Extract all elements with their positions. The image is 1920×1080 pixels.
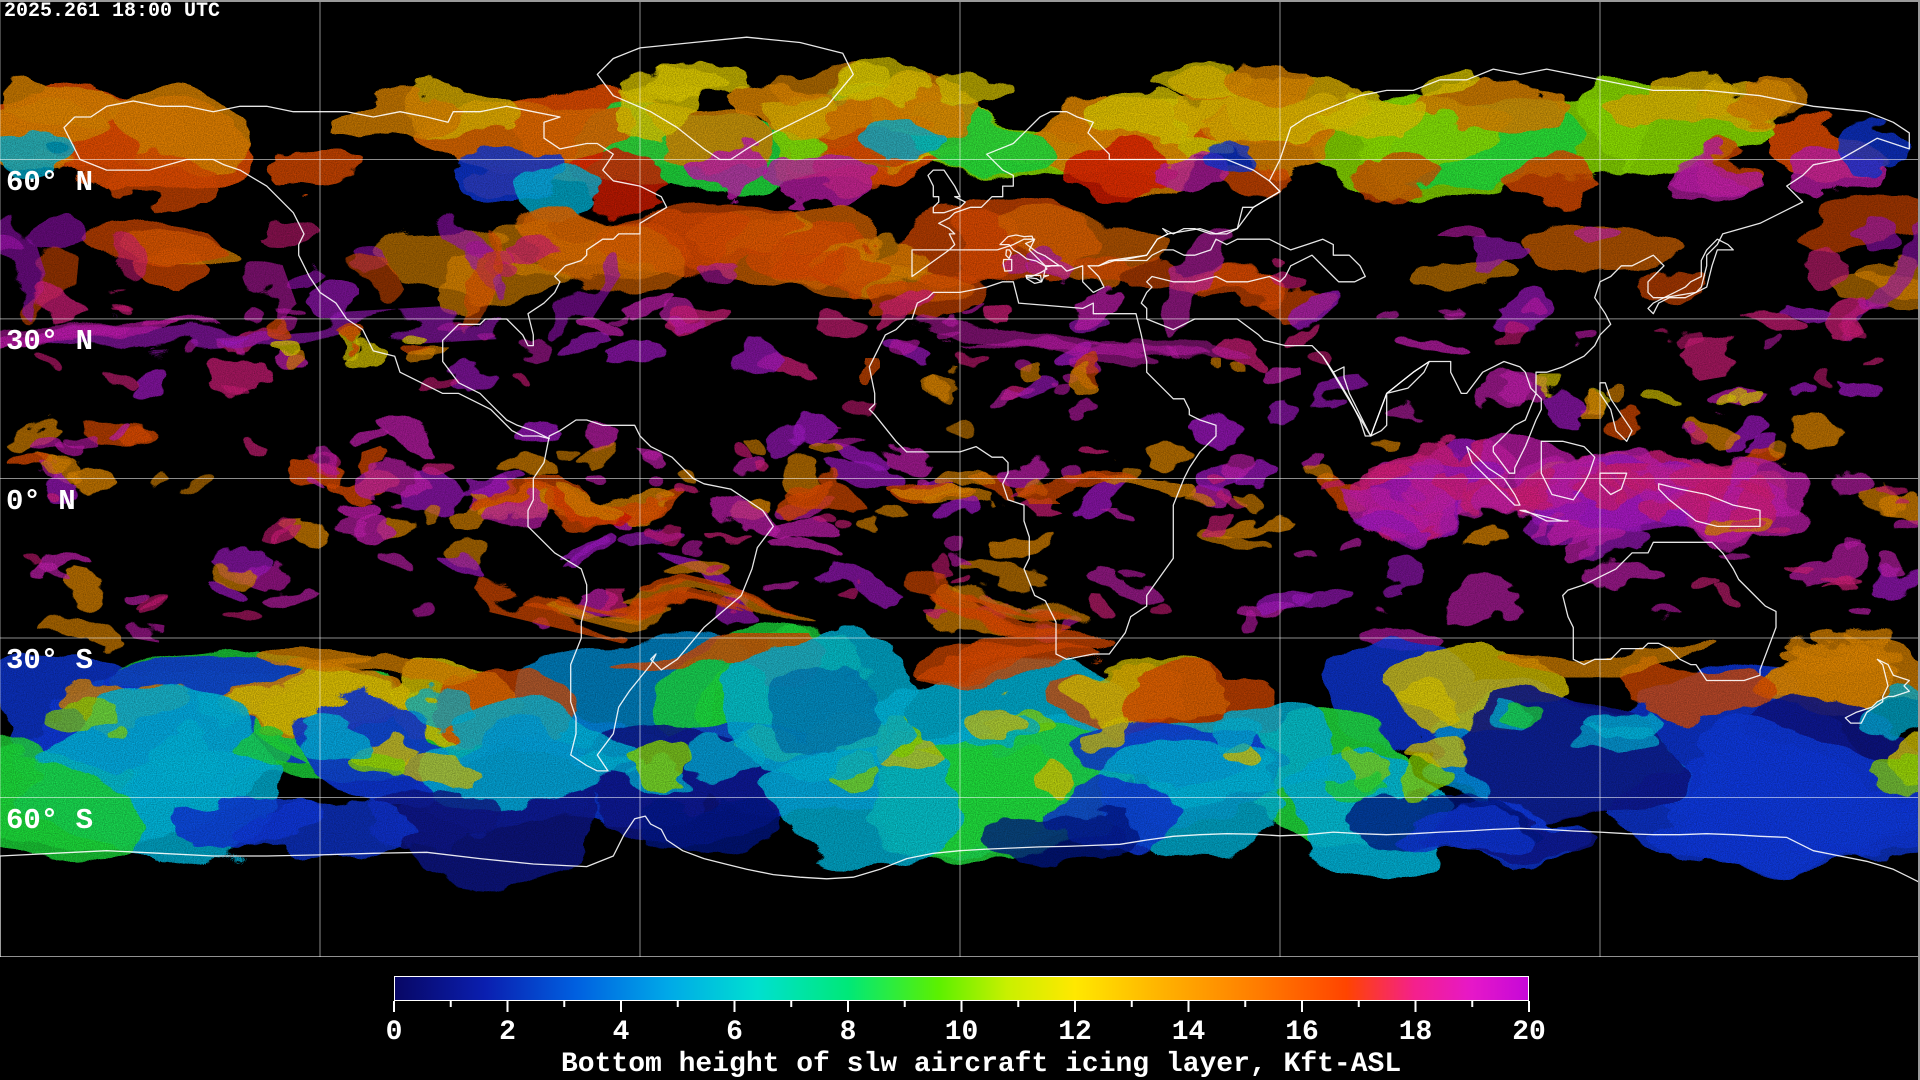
svg-text:6: 6 (726, 1017, 743, 1048)
svg-text:10: 10 (945, 1017, 979, 1048)
svg-text:20: 20 (1512, 1017, 1546, 1048)
svg-text:2: 2 (499, 1017, 516, 1048)
svg-text:4: 4 (613, 1017, 630, 1048)
svg-text:8: 8 (840, 1017, 857, 1048)
svg-text:16: 16 (1285, 1017, 1319, 1048)
svg-text:0: 0 (386, 1017, 403, 1048)
svg-text:14: 14 (1172, 1017, 1206, 1048)
svg-text:18: 18 (1399, 1017, 1433, 1048)
svg-text:12: 12 (1058, 1017, 1092, 1048)
